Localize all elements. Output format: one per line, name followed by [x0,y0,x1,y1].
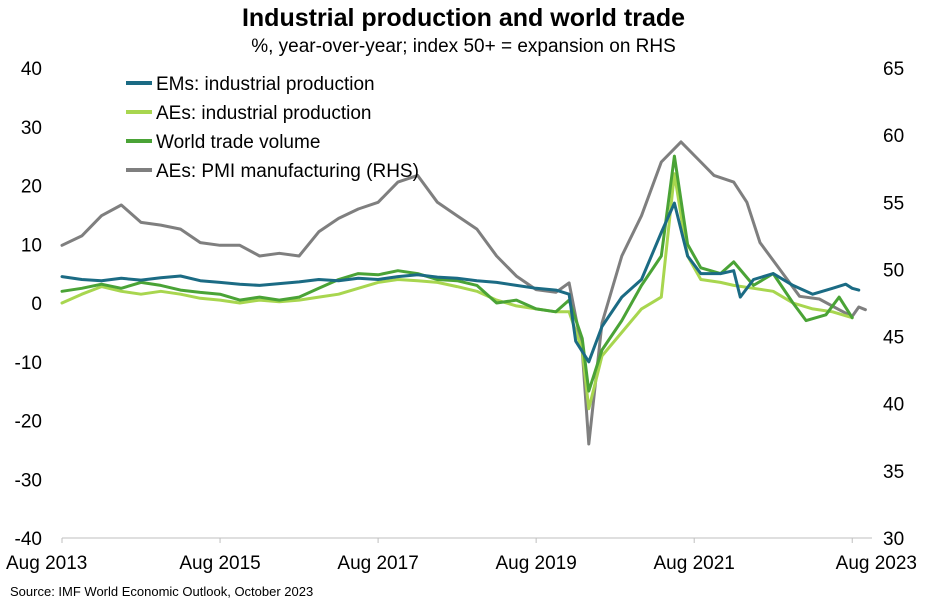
y-right-tick-label: 35 [883,462,904,483]
x-tick-label: Aug 2019 [495,553,576,574]
chart-title: Industrial production and world trade [241,4,686,32]
series-lines [60,140,867,446]
y-left-tick-label: -30 [15,470,42,491]
chart-subtitle: %, year-over-year; index 50+ = expansion… [251,36,676,57]
x-axis: Aug 2013 Aug 2015 Aug 2017 Aug 2019 Aug 2021… [6,538,917,574]
y-right-tick-label: 65 [883,59,904,80]
series-line-2 [60,154,854,393]
y-left-tick-label: -40 [15,529,42,550]
y-left-tick-label: -20 [15,412,42,433]
y-right-tick-label: 60 [883,126,904,147]
y-left-tick-label: 10 [21,235,42,256]
series-line-0 [60,201,861,364]
series-line-3 [60,140,867,446]
legend: EMs: industrial production AEs: industria… [126,74,419,182]
legend-label: EMs: industrial production [156,74,375,95]
legend-label: AEs: PMI manufacturing (RHS) [156,161,419,182]
legend-label: World trade volume [156,132,320,153]
x-tick-label: Aug 2013 [6,553,87,574]
x-tick-label: Aug 2021 [654,553,735,574]
y-left-tick-label: 20 [21,177,42,198]
source-note: Source: IMF World Economic Outlook, Octo… [10,584,314,599]
y-left-axis: 40 30 20 10 0 -10 -20 -30 -40 [15,59,42,550]
y-right-axis: 65 60 55 50 45 40 35 30 [883,59,904,550]
y-left-tick-label: 0 [31,294,42,315]
y-right-tick-label: 45 [883,328,904,349]
x-tick-label: Aug 2023 [836,553,917,574]
y-right-tick-label: 50 [883,260,904,281]
x-tick-label: Aug 2015 [179,553,260,574]
y-right-tick-label: 55 [883,193,904,214]
legend-label: AEs: industrial production [156,103,371,124]
y-left-tick-label: -10 [15,353,42,374]
y-right-tick-label: 40 [883,395,904,416]
y-left-tick-label: 30 [21,118,42,139]
y-right-tick-label: 30 [883,529,904,550]
y-left-tick-label: 40 [21,59,42,80]
x-tick-label: Aug 2017 [337,553,418,574]
